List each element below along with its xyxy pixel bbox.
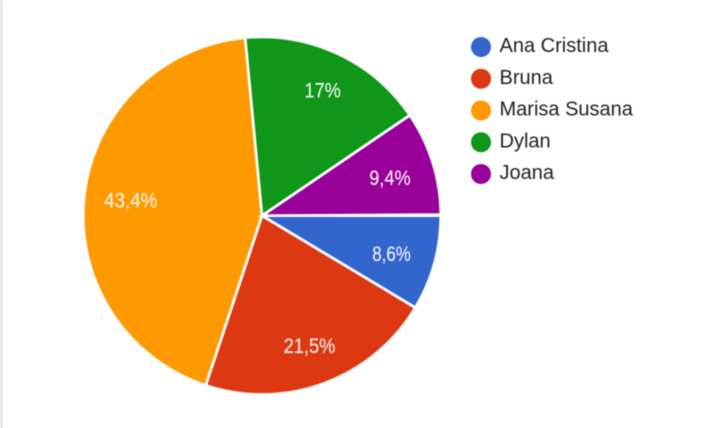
svg-text:Ana Cristina: Ana Cristina <box>500 35 610 57</box>
svg-text:8,6%: 8,6% <box>372 243 411 266</box>
svg-text:Marisa Susana: Marisa Susana <box>500 99 634 121</box>
svg-text:9,4%: 9,4% <box>369 167 410 191</box>
svg-text:21,5%: 21,5% <box>284 335 336 358</box>
svg-text:43,4%: 43,4% <box>104 189 157 212</box>
svg-text:Dylan: Dylan <box>500 130 551 152</box>
svg-text:17%: 17% <box>304 79 341 102</box>
svg-text:Bruna: Bruna <box>500 67 554 89</box>
svg-text:Joana: Joana <box>500 162 555 184</box>
